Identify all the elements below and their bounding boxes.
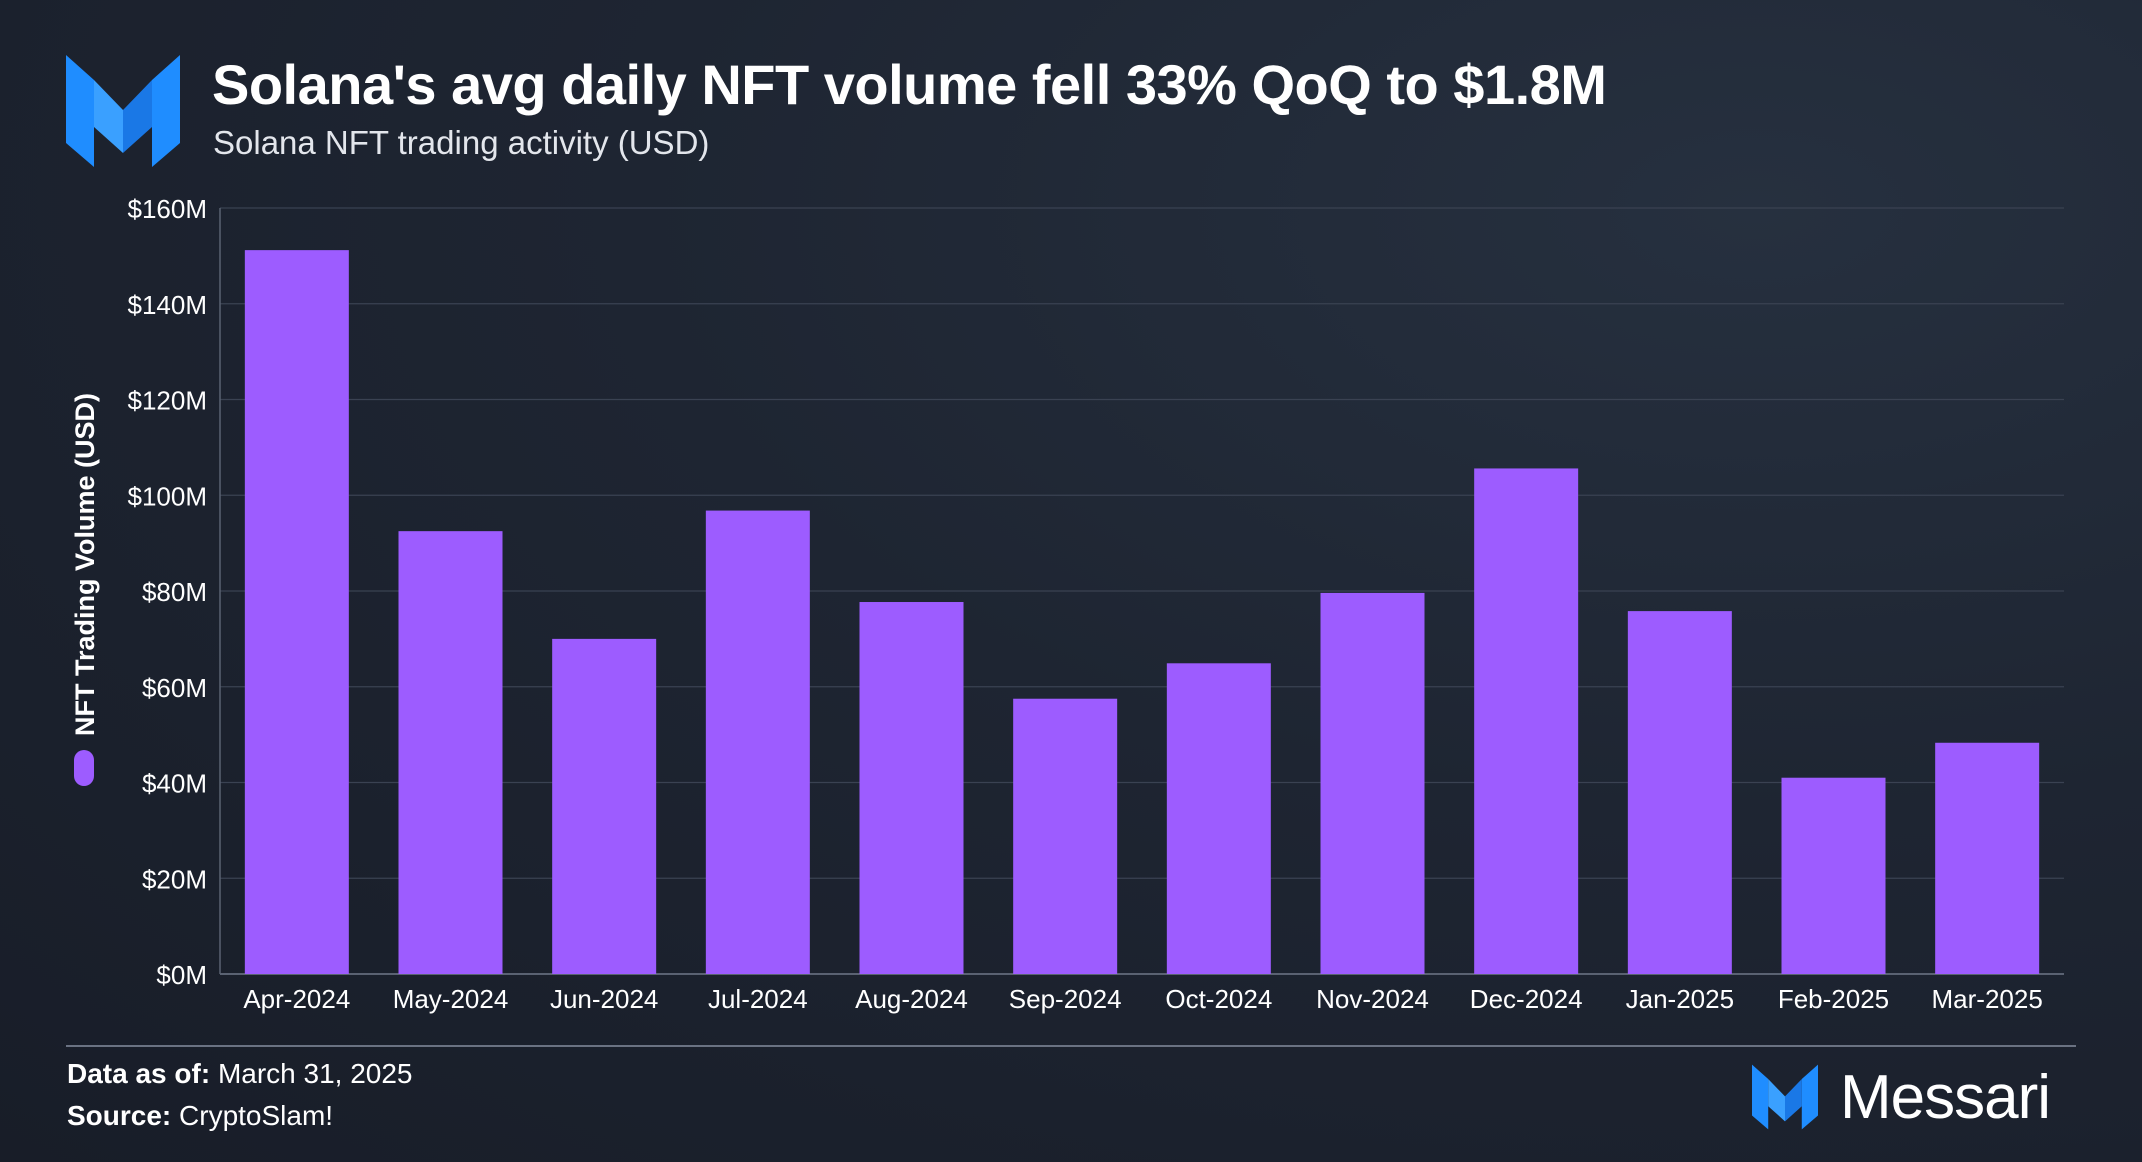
brand-logo: Messari (1752, 1062, 2051, 1132)
data-as-of: Data as of: March 31, 2025 (67, 1058, 413, 1090)
x-tick-label: Jun-2024 (550, 984, 658, 1014)
bar-aug-2024 (859, 602, 964, 974)
bar-nov-2024 (1320, 592, 1425, 974)
y-tick-label: $20M (142, 864, 207, 894)
y-tick-label: $60M (142, 673, 207, 703)
bar-may-2024 (398, 531, 503, 974)
x-tick-label: Jul-2024 (708, 984, 808, 1014)
y-tick-label: $120M (128, 386, 208, 416)
source-label: Source: (67, 1100, 172, 1131)
x-tick-label: Dec-2024 (1470, 984, 1583, 1014)
chart-title: Solana's avg daily NFT volume fell 33% Q… (212, 53, 1607, 116)
footer-divider (66, 1045, 2076, 1047)
bar-dec-2024 (1474, 468, 1579, 974)
x-tick-label: Feb-2025 (1778, 984, 1889, 1014)
x-tick-label: Sep-2024 (1009, 984, 1122, 1014)
source: Source: CryptoSlam! (67, 1100, 333, 1132)
y-tick-label: $40M (142, 769, 207, 799)
brand-name: Messari (1840, 1062, 2051, 1132)
bar-feb-2025 (1781, 777, 1886, 974)
x-tick-label: Nov-2024 (1316, 984, 1429, 1014)
x-tick-label: Aug-2024 (855, 984, 968, 1014)
x-tick-label: Oct-2024 (1165, 984, 1272, 1014)
chart-subtitle: Solana NFT trading activity (USD) (213, 124, 710, 161)
legend-swatch (74, 750, 94, 786)
bar-mar-2025 (1935, 742, 2040, 974)
bar-jul-2024 (705, 510, 810, 974)
x-tick-label: Mar-2025 (1932, 984, 2043, 1014)
x-tick-label: Jan-2025 (1626, 984, 1734, 1014)
y-tick-label: $0M (156, 960, 207, 990)
data-as-of-label: Data as of: (67, 1058, 211, 1089)
bar-apr-2024 (244, 250, 349, 974)
y-tick-label: $80M (142, 577, 207, 607)
y-tick-label: $160M (128, 194, 208, 224)
y-tick-label: $100M (128, 481, 208, 511)
x-tick-label: Apr-2024 (243, 984, 350, 1014)
bar-jan-2025 (1627, 611, 1732, 974)
source-value: CryptoSlam! (179, 1100, 334, 1131)
bar-sep-2024 (1013, 698, 1118, 974)
y-tick-label: $140M (128, 290, 208, 320)
legend-label: NFT Trading Volume (USD) (70, 393, 100, 736)
messari-logo-icon (66, 55, 180, 167)
data-as-of-value: March 31, 2025 (217, 1058, 413, 1089)
x-tick-label: May-2024 (393, 984, 509, 1014)
messari-brand-icon (1752, 1064, 1818, 1130)
bar-oct-2024 (1166, 663, 1271, 974)
bar-jun-2024 (552, 638, 657, 974)
